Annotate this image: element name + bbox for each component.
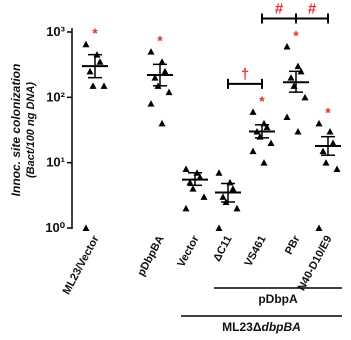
data-point — [96, 58, 104, 65]
data-point — [301, 93, 309, 101]
data-point — [86, 67, 94, 75]
data-point — [200, 193, 208, 200]
data-point — [158, 119, 166, 127]
data-point — [315, 224, 323, 231]
x-tick-label: Vector — [175, 233, 202, 269]
y-tick-label: 10³ — [46, 24, 65, 39]
data-point — [260, 159, 268, 166]
significance-star: * — [92, 25, 98, 41]
x-tick-label: ΔC11 — [211, 234, 234, 264]
data-point — [329, 139, 337, 146]
data-point — [283, 113, 291, 121]
data-point — [100, 82, 108, 89]
x-tick-label: N40-D10/E9 — [296, 234, 335, 293]
data-point — [161, 67, 169, 75]
data-point — [267, 139, 275, 146]
data-point — [189, 185, 197, 192]
y-axis-label: (Bact/100 ng DNA) — [25, 82, 37, 178]
x-tick-label: pDbpBA — [135, 234, 166, 279]
data-point — [182, 165, 190, 172]
data-point — [215, 169, 223, 176]
data-point — [315, 119, 323, 127]
data-point — [158, 58, 166, 65]
data-point — [322, 159, 330, 166]
x-tick-label: VS461 — [243, 234, 269, 269]
y-tick-label: 10² — [46, 89, 65, 104]
data-point — [263, 123, 271, 131]
y-tick-label: 10⁰ — [45, 220, 65, 235]
data-point — [165, 88, 173, 96]
comparison-bracket — [227, 78, 263, 89]
data-point — [287, 74, 295, 81]
data-point — [294, 62, 302, 70]
x-tick-label: PBr — [283, 233, 303, 257]
data-point — [229, 185, 237, 192]
data-point — [249, 108, 257, 115]
data-point — [186, 178, 194, 186]
data-point — [215, 224, 223, 231]
significance-star: * — [293, 27, 299, 43]
y-axis-label: Innoc. site colonization — [9, 64, 23, 197]
comparison-bracket — [295, 13, 329, 24]
significance-star: * — [259, 93, 265, 109]
data-point — [147, 48, 155, 55]
data-point — [196, 173, 204, 181]
comparison-label: # — [275, 0, 284, 17]
comparison-label: # — [308, 0, 317, 17]
data-point — [82, 40, 90, 48]
data-point — [151, 74, 159, 81]
data-point — [89, 82, 97, 89]
comparison-label: † — [241, 66, 249, 83]
data-point — [147, 100, 155, 107]
data-point — [319, 147, 327, 155]
group-label-text: pDbpA — [258, 292, 298, 306]
data-point — [294, 127, 302, 135]
data-point — [82, 224, 90, 231]
data-point — [283, 42, 291, 50]
data-point — [333, 165, 341, 172]
data-point — [249, 147, 257, 155]
data-point — [182, 204, 190, 212]
significance-star: * — [325, 104, 331, 120]
data-point — [233, 204, 241, 212]
group-label: pDbpA — [258, 292, 298, 306]
x-tick-label: ML23/Vector — [61, 233, 102, 296]
group-label-text: ML23Δ — [222, 320, 262, 334]
data-point — [219, 193, 227, 200]
group-label: ML23ΔdbpBA — [222, 320, 301, 334]
y-tick-label: 10¹ — [46, 155, 65, 170]
group-label-italic: dbpBA — [261, 320, 300, 334]
significance-star: * — [157, 33, 163, 49]
data-point — [326, 127, 334, 135]
